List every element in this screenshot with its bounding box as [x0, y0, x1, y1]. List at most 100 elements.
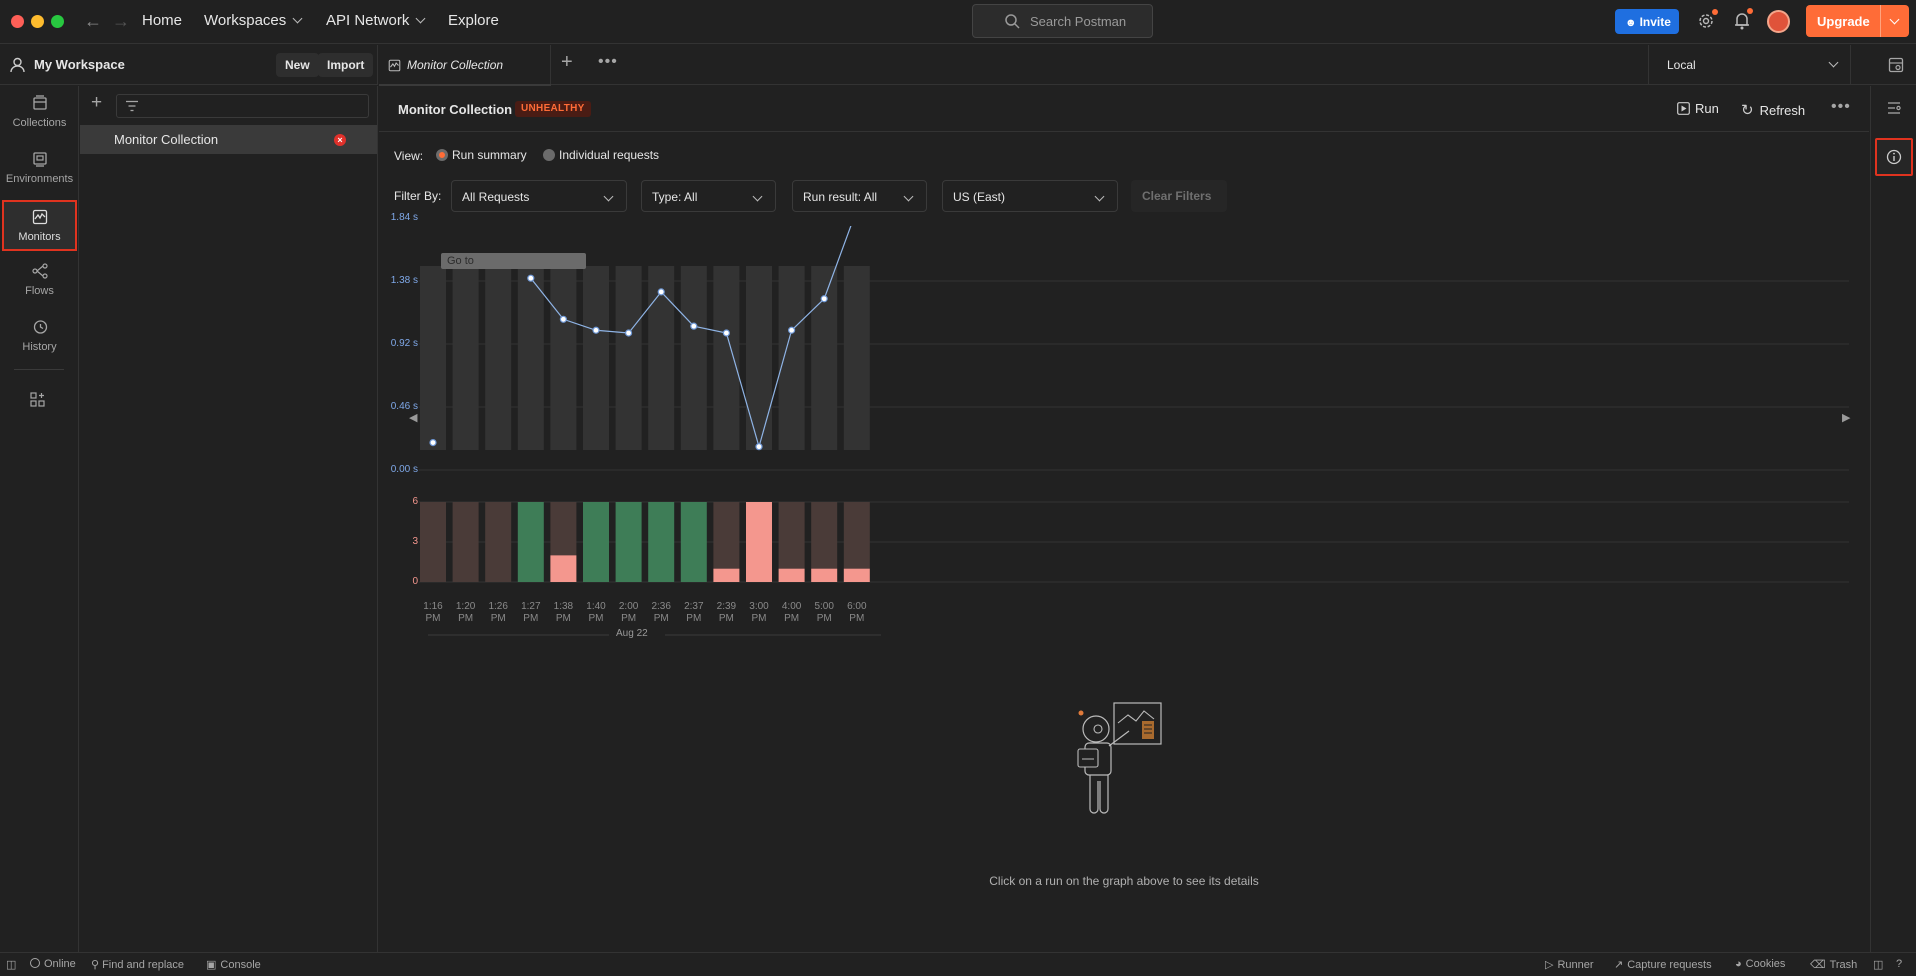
trash-button[interactable]: ⌫ Trash [1810, 958, 1857, 971]
run-column[interactable] [485, 266, 512, 450]
nav-home[interactable]: Home [142, 12, 183, 29]
response-time-point[interactable] [722, 329, 730, 337]
sidebar-item-collections[interactable]: Collections [2, 88, 77, 140]
toggle-sidebar-icon[interactable]: ◫ [6, 959, 17, 971]
back-arrow-icon[interactable]: ← [84, 11, 102, 31]
failed-bar[interactable] [843, 568, 870, 582]
response-time-point[interactable] [690, 322, 698, 330]
run-column[interactable] [648, 266, 675, 450]
environment-selector[interactable]: Local [1648, 45, 1851, 85]
runner-button[interactable]: ▷ Runner [1545, 958, 1594, 971]
passed-bar[interactable] [615, 502, 642, 582]
response-time-point[interactable] [625, 329, 633, 337]
requests-filter-dropdown[interactable]: All Requests [451, 180, 627, 212]
chevron-down-icon[interactable] [1889, 14, 1900, 25]
region-filter-dropdown[interactable]: US (East) [942, 180, 1118, 212]
minimize-window-button[interactable] [31, 15, 44, 28]
view-option-run-summary[interactable]: Run summary [436, 148, 527, 162]
upgrade-button[interactable]: Upgrade [1806, 5, 1909, 37]
response-time-point[interactable] [429, 439, 437, 447]
failed-bar[interactable] [778, 568, 805, 582]
bell-icon[interactable] [1733, 11, 1751, 31]
empty-bar-segment[interactable] [778, 502, 805, 569]
sidebar-item-flows[interactable]: Flows [2, 256, 77, 308]
response-time-point[interactable] [559, 315, 567, 323]
response-time-point[interactable] [820, 295, 828, 303]
empty-bar-segment[interactable] [811, 502, 838, 569]
more-options-icon[interactable]: ••• [1831, 98, 1851, 115]
run-column[interactable] [713, 266, 740, 450]
configure-sidebar-icon[interactable] [30, 392, 46, 408]
add-monitor-icon[interactable]: + [91, 92, 103, 113]
run-column[interactable] [583, 266, 609, 450]
empty-bar-segment[interactable] [420, 502, 446, 582]
forward-arrow-icon[interactable]: → [112, 11, 130, 31]
empty-bar-segment[interactable] [550, 502, 577, 556]
cookies-button[interactable]: ◕ Cookies [1735, 958, 1785, 970]
passed-bar[interactable] [680, 502, 707, 582]
tab-monitor-collection[interactable]: Monitor Collection [379, 45, 551, 86]
run-button[interactable]: Run [1677, 101, 1719, 116]
response-time-point[interactable] [527, 274, 535, 282]
more-tabs-icon[interactable]: ••• [598, 53, 618, 70]
run-column[interactable] [615, 266, 642, 450]
capture-requests-button[interactable]: ↗ Capture requests [1614, 958, 1712, 971]
run-column[interactable] [811, 266, 838, 450]
find-replace-button[interactable]: ⚲ Find and replace [91, 958, 184, 971]
clear-filters-button[interactable]: Clear Filters [1131, 180, 1227, 212]
avatar[interactable] [1767, 10, 1790, 33]
passed-bar[interactable] [648, 502, 675, 582]
nav-api-network[interactable]: API Network [326, 12, 426, 29]
sidebar-item-history[interactable]: History [2, 312, 77, 364]
import-button[interactable]: Import [318, 53, 374, 77]
run-column[interactable] [843, 266, 870, 450]
run-column[interactable] [680, 266, 707, 450]
nav-explore[interactable]: Explore [448, 12, 499, 29]
response-time-point[interactable] [592, 326, 600, 334]
new-tab-icon[interactable]: + [561, 51, 573, 73]
close-window-button[interactable] [11, 15, 24, 28]
zoom-window-button[interactable] [51, 15, 64, 28]
empty-bar-segment[interactable] [452, 502, 479, 582]
list-item[interactable]: Monitor Collection × [80, 125, 377, 154]
failed-bar[interactable] [746, 502, 772, 582]
help-icon[interactable]: ? [1896, 958, 1903, 970]
run-column[interactable] [550, 266, 577, 450]
run-column[interactable] [778, 266, 805, 450]
passed-bar[interactable] [583, 502, 609, 582]
goto-input[interactable]: Go to [441, 253, 586, 269]
failed-bar[interactable] [811, 568, 838, 582]
search-input[interactable]: Search Postman [972, 4, 1153, 38]
invite-button[interactable]: ☻ Invite [1615, 9, 1679, 34]
run-result-filter-dropdown[interactable]: Run result: All [792, 180, 927, 212]
sidebar-item-monitors[interactable]: Monitors [2, 200, 77, 251]
failed-bar[interactable] [713, 568, 740, 582]
chart-next-arrow[interactable]: ▶ [1842, 412, 1851, 424]
empty-bar-segment[interactable] [713, 502, 740, 569]
view-option-individual-requests[interactable]: Individual requests [543, 148, 659, 162]
filter-input[interactable] [116, 94, 369, 118]
response-time-point[interactable] [657, 288, 665, 296]
run-column[interactable] [517, 266, 544, 450]
response-time-point[interactable] [788, 326, 796, 334]
failed-bar[interactable] [550, 555, 577, 582]
empty-bar-segment[interactable] [485, 502, 512, 582]
chart-svg[interactable] [379, 226, 1869, 666]
new-button[interactable]: New [276, 53, 319, 77]
passed-bar[interactable] [517, 502, 544, 582]
workspace-title[interactable]: My Workspace [34, 57, 125, 72]
response-time-point[interactable] [755, 443, 763, 451]
chart-prev-arrow[interactable]: ◀ [409, 412, 418, 424]
empty-bar-segment[interactable] [843, 502, 870, 569]
refresh-button[interactable]: ↻ Refresh [1741, 101, 1805, 119]
environment-quick-look-icon[interactable] [1888, 57, 1904, 73]
run-column[interactable] [452, 266, 479, 450]
documentation-icon[interactable] [1886, 100, 1902, 116]
type-filter-dropdown[interactable]: Type: All [641, 180, 776, 212]
settings-gear-icon[interactable] [1697, 12, 1715, 30]
nav-workspaces[interactable]: Workspaces [204, 12, 303, 29]
run-column[interactable] [420, 266, 446, 450]
sidebar-item-environments[interactable]: Environments [2, 144, 77, 196]
info-button[interactable] [1875, 138, 1913, 176]
online-status[interactable]: Online [30, 958, 76, 970]
